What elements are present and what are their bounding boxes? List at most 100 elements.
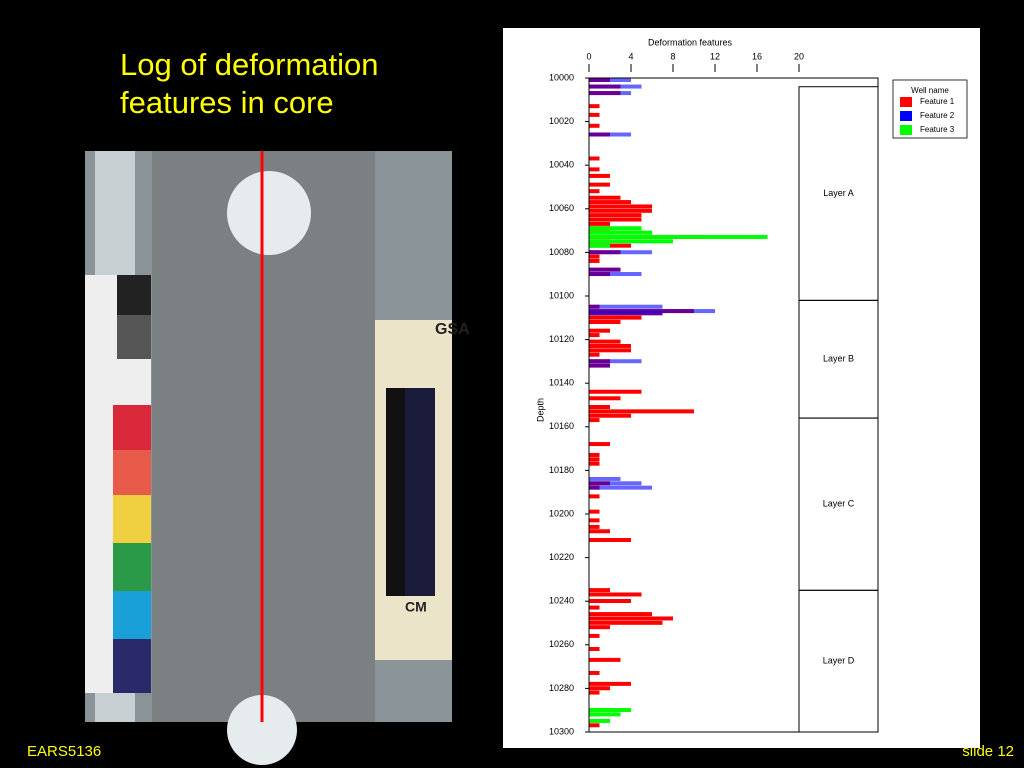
bar [589, 309, 715, 314]
swatch [117, 275, 151, 315]
bar [589, 494, 600, 499]
swatch [113, 591, 151, 639]
x-tick-label: 0 [586, 51, 591, 61]
legend-label: Feature 2 [920, 111, 955, 120]
bar [589, 258, 600, 263]
bar [589, 524, 600, 529]
bar [589, 708, 631, 713]
bar [589, 348, 631, 353]
bar [589, 670, 600, 675]
bar [589, 452, 600, 457]
bar [589, 485, 652, 490]
bar [589, 413, 631, 418]
layer-label: Layer C [823, 499, 855, 509]
bar [589, 267, 621, 272]
x-axis-title: Deformation features [648, 37, 733, 47]
y-tick-label: 10260 [549, 639, 574, 649]
bar [589, 217, 642, 222]
swatch [113, 450, 151, 495]
y-tick-label: 10280 [549, 683, 574, 693]
bar [589, 84, 642, 89]
layer-label: Layer A [823, 188, 854, 198]
bar [589, 712, 621, 717]
y-tick-label: 10240 [549, 596, 574, 606]
bar [589, 481, 642, 486]
bar [589, 239, 673, 244]
y-tick-label: 10000 [549, 72, 574, 82]
bar [589, 339, 621, 344]
bar [589, 518, 600, 523]
bar [589, 537, 631, 542]
swatch [113, 495, 151, 543]
layer-label: Layer B [823, 354, 854, 364]
bar [589, 389, 642, 394]
x-tick-label: 16 [752, 51, 762, 61]
bar [589, 112, 600, 117]
y-tick-label: 10100 [549, 290, 574, 300]
bar [589, 182, 610, 187]
scale-bar [405, 388, 435, 596]
bar [589, 620, 663, 625]
bar [589, 230, 652, 235]
bar [589, 605, 600, 610]
y-tick-label: 10220 [549, 552, 574, 562]
bar [589, 234, 768, 239]
x-tick-label: 12 [710, 51, 720, 61]
bar [589, 418, 600, 423]
bar [589, 718, 610, 723]
bar [589, 319, 621, 324]
bar [589, 328, 610, 333]
bar [589, 363, 610, 368]
bar [589, 104, 600, 109]
bar [589, 311, 663, 316]
bar [589, 132, 631, 137]
y-tick-label: 10200 [549, 508, 574, 518]
bar [589, 91, 631, 96]
footer-left: EARS5136 [27, 743, 101, 760]
bar [589, 254, 600, 259]
photo-label: CM [405, 599, 427, 615]
y-tick-label: 10120 [549, 334, 574, 344]
bar [589, 208, 652, 213]
bar [589, 588, 610, 593]
bar [589, 476, 621, 481]
bar [589, 200, 631, 205]
bar [589, 409, 694, 414]
bar [589, 686, 610, 691]
bar [589, 646, 600, 651]
bar [589, 657, 621, 662]
bar [589, 226, 642, 231]
bar [589, 457, 600, 462]
bar [589, 213, 642, 218]
bar [589, 272, 642, 277]
bar [589, 189, 600, 194]
swatch [113, 639, 151, 693]
bar [589, 396, 621, 401]
legend-label: Feature 1 [920, 97, 955, 106]
bar [589, 681, 631, 686]
legend-swatch [900, 97, 912, 107]
bar [589, 599, 631, 604]
hole [227, 695, 297, 765]
photo-label: GSA [435, 321, 470, 338]
y-tick-label: 10140 [549, 378, 574, 388]
bar [589, 442, 610, 447]
plot-frame [588, 77, 879, 733]
swatch [113, 405, 151, 450]
y-tick-label: 10160 [549, 421, 574, 431]
bar [589, 78, 631, 82]
bar [589, 359, 642, 364]
y-tick-label: 10080 [549, 247, 574, 257]
legend-title: Well name [911, 86, 949, 95]
hole [227, 171, 311, 255]
bar [589, 221, 610, 226]
bar [589, 243, 610, 248]
x-tick-label: 8 [670, 51, 675, 61]
bar [589, 156, 600, 161]
chart-panel [503, 28, 980, 748]
bar [589, 592, 642, 597]
bar [589, 333, 600, 338]
slide-title: features in core [120, 85, 334, 120]
bar [589, 461, 600, 466]
bar [589, 204, 652, 209]
